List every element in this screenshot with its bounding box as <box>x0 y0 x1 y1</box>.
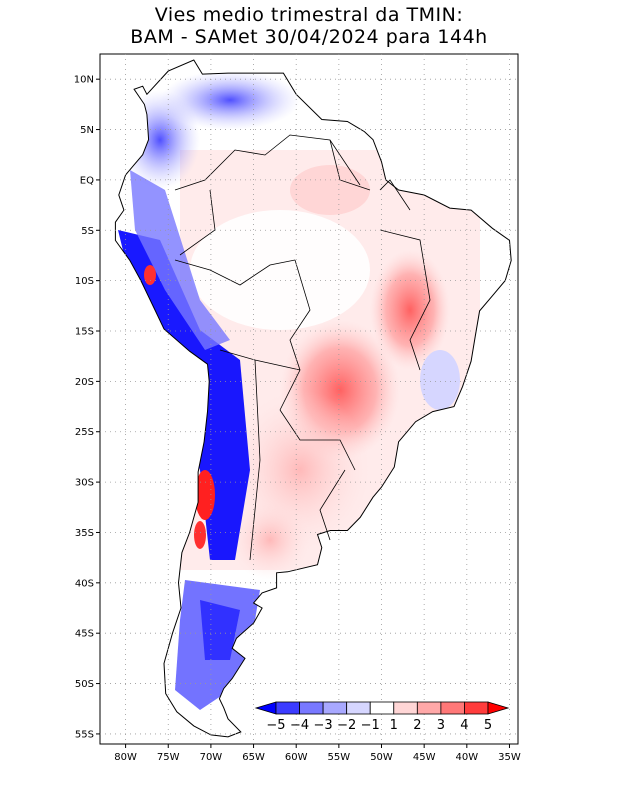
colorbar-label: 5 <box>484 718 492 733</box>
lon-tick-label: 35W <box>498 752 521 763</box>
lat-tick-label: 55S <box>75 729 94 740</box>
colorbar-segment <box>322 701 348 715</box>
lon-tick-label: 60W <box>285 752 308 763</box>
lon-tick-label: 75W <box>157 752 180 763</box>
lat-tick-label: 35S <box>75 528 94 539</box>
colorbar-arrow-high <box>487 701 510 715</box>
colorbar-segment <box>275 701 300 715</box>
colorbar-label: 1 <box>390 718 398 733</box>
colorbar: −5 −4 −3 −2 −1 1 2 3 4 5 <box>254 701 510 733</box>
colorbar-label: −4 <box>290 718 309 733</box>
lat-lon-grid <box>100 54 518 744</box>
lon-tick-label: 70W <box>200 752 223 763</box>
colorbar-arrow-low <box>254 701 277 715</box>
colorbar-label: −2 <box>337 718 356 733</box>
map-frame <box>99 53 519 745</box>
lat-tick-label: 50S <box>75 679 94 690</box>
latitude-labels: 10N 5N EQ 5S 10S 15S 20S 25S 30S 35S 40S 45S 50S 55S <box>74 75 100 740</box>
colorbar-segment <box>299 701 324 715</box>
lat-tick-label: 45S <box>75 629 94 640</box>
colorbar-segment <box>416 701 442 715</box>
lon-tick-label: 55W <box>328 752 351 763</box>
colorbar-segment <box>369 701 395 715</box>
chart-title-line-1: Vies medio trimestral da TMIN: <box>154 4 464 26</box>
colorbar-segment <box>346 701 371 715</box>
lat-tick-label: 25S <box>75 427 94 438</box>
lon-tick-label: 40W <box>456 752 479 763</box>
colorbar-label: 4 <box>460 718 468 733</box>
colorbar-label: 2 <box>413 718 421 733</box>
lon-tick-label: 50W <box>370 752 393 763</box>
lon-tick-label: 65W <box>242 752 265 763</box>
colorbar-label: −5 <box>266 718 285 733</box>
colorbar-label: −1 <box>361 718 380 733</box>
lat-tick-label: 20S <box>75 377 94 388</box>
chart-title-line-2: BAM - SAMet 30/04/2024 para 144h <box>130 26 488 48</box>
longitude-labels: 80W 75W 70W 65W 60W 55W 50W 45W 40W 35W <box>114 744 521 763</box>
colorbar-segment <box>393 701 418 715</box>
lat-tick-label: EQ <box>80 175 94 186</box>
colorbar-segment <box>440 701 465 715</box>
colorbar-label: −3 <box>314 718 333 733</box>
colorbar-segment <box>464 701 489 715</box>
colorbar-label: 3 <box>437 718 445 733</box>
lat-tick-label: 30S <box>75 478 94 489</box>
lat-tick-label: 5S <box>81 226 94 237</box>
lat-tick-label: 10S <box>75 276 94 287</box>
lon-tick-label: 80W <box>114 752 137 763</box>
lat-tick-label: 40S <box>75 578 94 589</box>
lat-tick-label: 5N <box>80 125 94 136</box>
lat-tick-label: 15S <box>75 327 94 338</box>
lat-tick-label: 10N <box>74 75 94 86</box>
lon-tick-label: 45W <box>413 752 436 763</box>
